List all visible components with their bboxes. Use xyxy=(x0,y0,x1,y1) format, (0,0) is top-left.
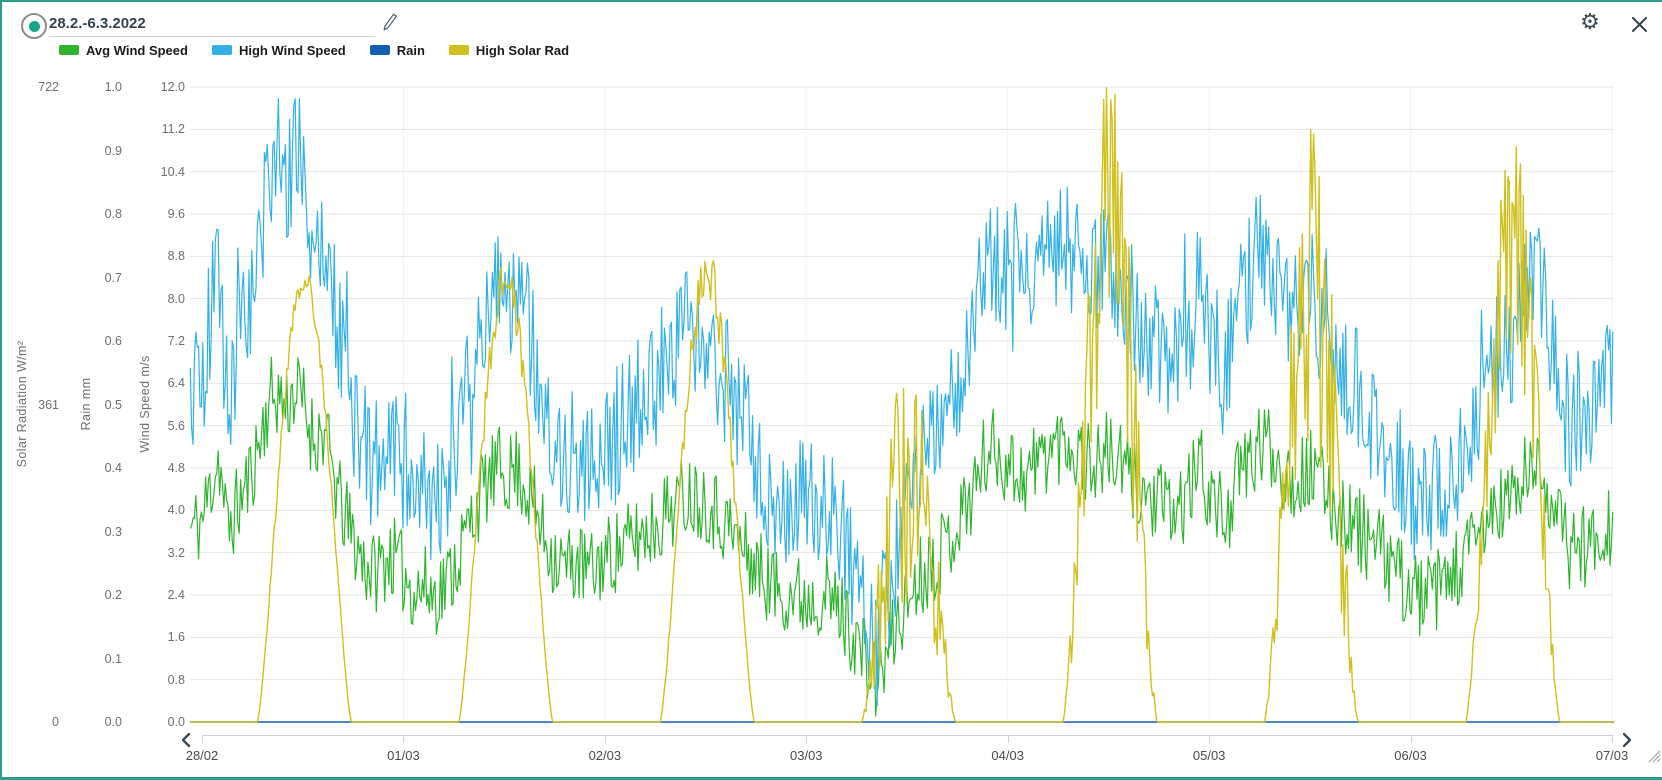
wind-axis-tick: 11.2 xyxy=(161,122,185,137)
rain-axis-tick: 0.6 xyxy=(104,334,122,348)
chart-legend: Avg Wind Speed High Wind Speed Rain High So… xyxy=(59,42,569,58)
wind-axis-tick: 9.6 xyxy=(167,207,185,221)
rain-axis-tick: 0.5 xyxy=(104,397,122,412)
close-icon[interactable] xyxy=(1631,16,1648,33)
legend-item-avg-wind-speed[interactable]: Avg Wind Speed xyxy=(59,43,188,58)
series-avg-wind-speed xyxy=(189,356,1614,717)
legend-swatch-high-wind-speed xyxy=(211,45,232,55)
wind-axis-tick: 0.8 xyxy=(167,672,185,687)
date-range-text: 28.2.-6.3.2022 xyxy=(49,15,146,32)
timeline-tick xyxy=(604,735,606,743)
rain-axis-tick: 0.3 xyxy=(104,524,122,539)
gear-icon[interactable]: ⚙ xyxy=(1580,10,1600,35)
record-dot xyxy=(28,20,40,32)
timeline-tick xyxy=(403,735,405,743)
legend-swatch-rain xyxy=(369,45,390,55)
rain-axis-tick: 0.2 xyxy=(104,588,122,602)
wind-axis-tick: 4.0 xyxy=(167,503,185,518)
wind-axis-tick: 12.0 xyxy=(160,80,185,94)
timeline-axis xyxy=(202,735,1612,736)
rain-axis-tick: 0.4 xyxy=(104,461,122,475)
rain-axis-tick: 0.8 xyxy=(104,207,122,221)
solar-axis-tick: 722 xyxy=(38,80,59,94)
legend-swatch-avg-wind-speed xyxy=(59,45,79,55)
wind-axis-tick: 3.2 xyxy=(167,545,185,560)
x-axis-tick: 02/03 xyxy=(588,748,622,763)
solar-axis-tick: 361 xyxy=(38,397,59,412)
rain-axis-tick: 0.1 xyxy=(104,651,122,666)
timeline-tick xyxy=(1209,735,1211,743)
x-axis-tick: 01/03 xyxy=(387,748,420,763)
x-axis-tick: 05/03 xyxy=(1192,748,1226,763)
legend-item-rain[interactable]: Rain xyxy=(369,42,425,58)
wind-axis-tick: 8.8 xyxy=(167,249,185,264)
legend-label-avg-wind-speed: Avg Wind Speed xyxy=(86,42,188,58)
series-high-wind-speed xyxy=(189,97,1614,707)
legend-label-high-solar-rad: High Solar Rad xyxy=(475,42,570,58)
wind-axis-tick: 6.4 xyxy=(167,376,185,391)
wind-axis-tick: 8.0 xyxy=(167,291,185,306)
solar-axis-tick: 0 xyxy=(52,715,59,729)
x-axis-tick: 07/03 xyxy=(1595,748,1629,763)
x-axis-tick: 03/03 xyxy=(790,748,823,763)
date-range-field[interactable]: 28.2.-6.3.2022 xyxy=(49,14,375,37)
rain-axis-tick: 0.9 xyxy=(104,143,122,158)
timeline-tick xyxy=(1612,735,1613,743)
rain-axis-tick: 0.7 xyxy=(104,270,122,285)
legend-item-high-wind-speed[interactable]: High Wind Speed xyxy=(211,42,346,58)
x-axis-tick: 06/03 xyxy=(1394,748,1427,763)
timeline-tick xyxy=(202,735,203,743)
record-circle-icon xyxy=(21,13,47,39)
chevron-right-icon[interactable] xyxy=(1620,732,1634,748)
x-axis-tick: 04/03 xyxy=(991,748,1024,763)
wind-axis-tick: 7.2 xyxy=(167,334,185,348)
legend-item-high-solar-rad[interactable]: High Solar Rad xyxy=(448,42,570,58)
timeline-tick xyxy=(1007,735,1009,743)
wind-axis-tick: 10.4 xyxy=(160,164,185,179)
resize-grip[interactable] xyxy=(1644,747,1661,763)
timeline-tick xyxy=(806,735,808,743)
legend-swatch-high-solar-rad xyxy=(448,45,469,55)
wind-axis-tick: 1.6 xyxy=(167,630,185,645)
wind-axis-tick: 5.6 xyxy=(167,418,185,433)
rain-axis-tick: 1.0 xyxy=(104,80,122,94)
wind-axis-tick: 4.8 xyxy=(167,461,185,475)
legend-label-rain: Rain xyxy=(396,42,425,58)
rain-axis-tick: 0.0 xyxy=(104,715,122,729)
pencil-icon[interactable] xyxy=(381,12,399,34)
legend-label-high-wind-speed: High Wind Speed xyxy=(238,42,346,58)
chevron-left-icon[interactable] xyxy=(179,732,193,748)
wind-axis-tick: 2.4 xyxy=(167,588,185,602)
series-high-solar-rad xyxy=(190,87,1613,723)
timeline-tick xyxy=(1410,735,1412,743)
wind-axis-tick: 0.0 xyxy=(167,715,185,729)
x-axis-tick: 28/02 xyxy=(185,748,219,763)
